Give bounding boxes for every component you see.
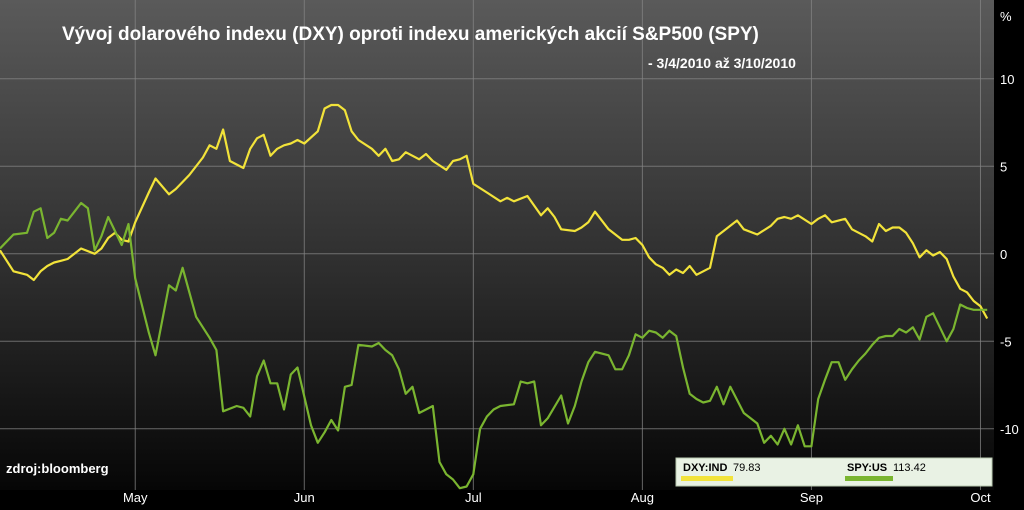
x-axis: May Jun Jul Aug Sep Oct: [123, 490, 991, 505]
x-tick-label: May: [123, 490, 148, 505]
legend-name-dxy: DXY:IND: [683, 462, 727, 474]
legend-value-spy: 113.42: [893, 462, 926, 474]
series-line-spy: [0, 201, 988, 490]
source-label: zdroj:bloomberg: [6, 461, 109, 476]
y-axis-unit-label: %: [1000, 9, 1012, 24]
legend-name-spy: SPY:US: [847, 462, 887, 474]
y-tick-label: 0: [1000, 247, 1007, 262]
chart-subtitle: - 3/4/2010 až 3/10/2010: [648, 55, 796, 71]
x-tick-label: Aug: [631, 490, 654, 505]
legend-box: [675, 457, 993, 487]
y-axis: 10 5 0 -5 -10: [1000, 72, 1019, 437]
series-group: [0, 103, 989, 490]
y-tick-label: -10: [1000, 422, 1019, 437]
x-tick-label: Jun: [294, 490, 315, 505]
plot-background: [0, 0, 994, 490]
x-tick-label: Oct: [970, 490, 991, 505]
right-axis-panel: [994, 0, 1024, 510]
y-tick-label: -5: [1000, 334, 1012, 349]
legend-value-dxy: 79.83: [733, 462, 761, 474]
legend-swatch-spy: [845, 476, 893, 481]
series-line-dxy: [0, 103, 989, 320]
legend-swatch-dxy: [681, 476, 733, 481]
bottom-axis-panel: [0, 490, 1024, 510]
y-tick-label: 5: [1000, 159, 1007, 174]
legend: DXY:IND 79.83 SPY:US 113.42: [675, 457, 993, 487]
x-tick-label: Jul: [465, 490, 482, 505]
gridlines: [0, 0, 994, 490]
y-tick-label: 10: [1000, 72, 1014, 87]
chart-title: Vývoj dolarového indexu (DXY) oproti ind…: [62, 24, 759, 45]
x-tick-label: Sep: [800, 490, 823, 505]
